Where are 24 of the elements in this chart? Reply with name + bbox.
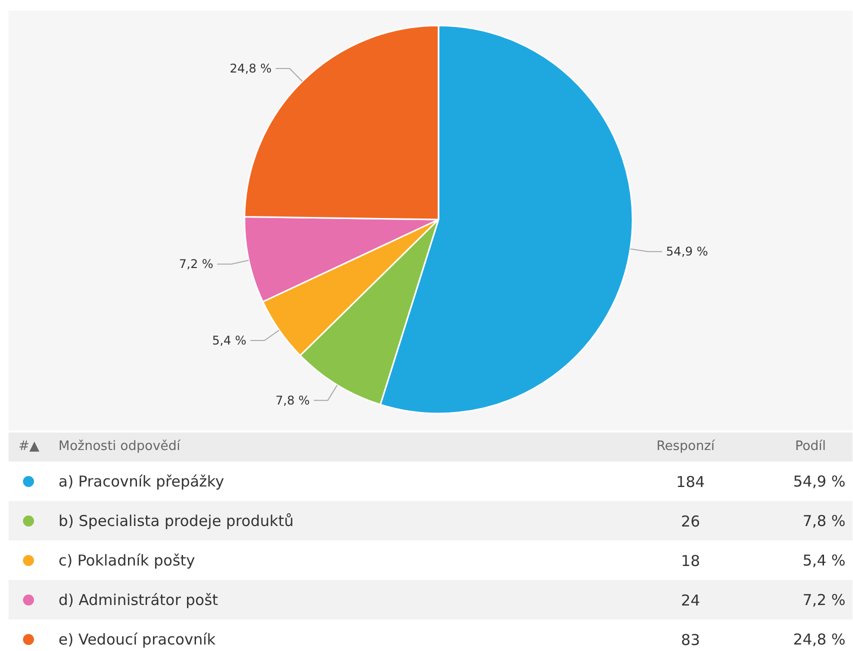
legend-label: d) Administrátor pošt [58, 591, 218, 609]
legend-label: c) Pokladník pošty [58, 552, 196, 570]
text: Responzí [656, 439, 715, 454]
text: 184 [676, 473, 705, 491]
data-label: 7,2 % [178, 257, 214, 272]
text: 26 [680, 512, 700, 530]
legend-label: a) Pracovník přepážky [58, 472, 224, 490]
text: 24 [680, 592, 700, 610]
data-label: 54,9 % [666, 244, 708, 259]
text: Podíl [795, 439, 826, 454]
text: Možnosti odpovědí [58, 439, 181, 454]
text: #▲ [18, 439, 40, 454]
text: 54,9 % [793, 472, 846, 490]
data-label: 7,8 % [276, 393, 310, 408]
legend-label: e) Vedoucí pracovník [58, 630, 216, 648]
text: 24,8 % [793, 630, 846, 648]
data-label: 24,8 % [230, 62, 272, 76]
text: 7,8 % [802, 512, 846, 530]
text: 83 [680, 631, 700, 649]
text: 7,2 % [802, 591, 846, 609]
data-label: 5,4 % [212, 333, 246, 348]
text: 5,4 % [802, 552, 846, 570]
legend-label: b) Specialista prodeje produktů [58, 512, 294, 530]
text: 18 [680, 552, 700, 570]
